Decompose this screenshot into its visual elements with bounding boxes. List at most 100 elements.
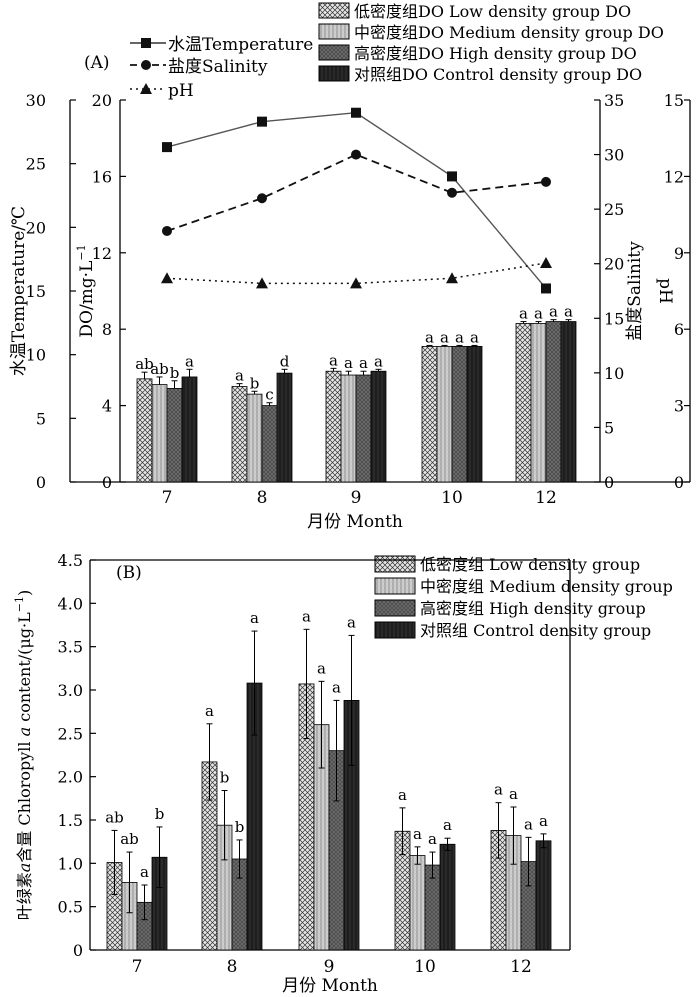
legend-medium-label: 中密度组DO Medium density group DO <box>354 23 664 42</box>
do-bar <box>276 372 293 483</box>
legend-b-swatch-control <box>374 621 416 639</box>
do-bar <box>151 384 168 483</box>
do-bar <box>436 345 453 483</box>
ph-point <box>161 272 173 284</box>
ph-tick-label: 12 <box>664 167 684 186</box>
do-significance-letter: a <box>440 328 449 346</box>
temperature-point <box>257 116 267 127</box>
do-significance-letter: a <box>235 367 244 385</box>
month-tick-label: 9 <box>324 957 335 977</box>
month-tick-label: 9 <box>351 488 362 508</box>
month-tick-label: 12 <box>510 957 532 977</box>
chlorophyll-tick-label: 0 <box>73 941 83 960</box>
chlorophyll-significance-letter: b <box>235 818 245 836</box>
do-tick-label: 8 <box>102 320 112 339</box>
do-tick-label: 12 <box>92 244 112 263</box>
month-tick-label: 7 <box>132 957 143 977</box>
do-significance-letter: ab <box>135 355 154 373</box>
legend-swatch-medium <box>318 23 350 40</box>
ph-point <box>256 277 268 289</box>
salinity-tick-label: 5 <box>604 418 614 437</box>
salinity-tick-label: 15 <box>604 309 624 328</box>
legend-b-low-label: 低密度组 Low density group <box>420 555 640 574</box>
chlorophyll-tick-label: 2.0 <box>58 768 83 787</box>
chlorophyll-significance-letter: a <box>250 609 259 627</box>
legend-temperature: 水温Temperature <box>130 35 313 55</box>
do-bar <box>231 386 248 483</box>
month-tick-label: 10 <box>414 957 436 977</box>
do-bar <box>355 374 372 483</box>
do-significance-letter: a <box>549 303 558 321</box>
temperature-line <box>166 112 547 289</box>
do-bar <box>466 345 483 483</box>
panel-b-label: (B) <box>116 563 142 583</box>
panel-b-y-title-rest: 含量 Chloropyll <box>15 736 34 862</box>
salinity-point <box>257 193 267 204</box>
panel-b-legend: 低密度组 Low density group 中密度组 Medium densi… <box>374 555 673 640</box>
chlorophyll-significance-letter: ab <box>120 830 139 848</box>
do-bar <box>136 378 153 483</box>
chlorophyll-tick-label: 4.5 <box>58 551 83 570</box>
panel-a-line-legend: 水温Temperature 盐度Salinity pH <box>130 35 313 101</box>
panel-a-ticks: 0 5 10 15 20 25 30 0 4 8 12 16 20 0 5 10 15 20 25 30 35 0 3 6 9 1… <box>26 91 690 508</box>
do-bar <box>370 370 387 483</box>
chlorophyll-significance-letter: ab <box>105 808 124 826</box>
salinity-tick-label: 20 <box>604 255 624 274</box>
do-bar <box>325 370 342 483</box>
temperature-point <box>447 171 457 182</box>
panel-a-salinity-title: 盐度Salinity <box>625 241 645 341</box>
do-significance-letter: a <box>455 328 464 346</box>
panel-b-y-title-close: ) <box>15 590 34 596</box>
temperature-tick-label: 0 <box>36 473 46 492</box>
chlorophyll-tick-label: 0.5 <box>58 898 83 917</box>
ph-tick-label: 6 <box>674 320 684 339</box>
legend-b-swatch-high <box>374 599 416 617</box>
do-bar <box>181 376 198 483</box>
do-tick-label: 20 <box>92 91 112 110</box>
ph-tick-label: 0 <box>674 473 684 492</box>
legend-ph: pH <box>130 81 194 101</box>
do-significance-letter: a <box>534 305 543 323</box>
chlorophyll-significance-letter: a <box>494 781 503 799</box>
legend-salinity-label: 盐度Salinity <box>168 57 268 77</box>
panel-a-temperature-title: 水温Temperature/℃ <box>9 206 29 376</box>
do-tick-label: 4 <box>102 397 112 416</box>
do-bar <box>451 345 468 483</box>
salinity-tick-label: 35 <box>604 91 624 110</box>
temperature-point <box>541 283 551 294</box>
panel-a-do-title-main: DO/mg·L <box>77 261 97 338</box>
do-bar <box>166 388 183 483</box>
month-tick-label: 10 <box>441 488 463 508</box>
do-significance-letter: a <box>425 328 434 346</box>
salinity-point <box>447 187 457 198</box>
panel-b-y-title: 叶绿素a含量 Chloropyll a content/(μg·L−1) <box>13 590 34 920</box>
chlorophyll-significance-letter: a <box>539 812 548 830</box>
chlorophyll-significance-letter: b <box>155 805 165 823</box>
panel-b-y-title-italic2: a <box>15 727 34 737</box>
chlorophyll-bar <box>439 843 456 951</box>
do-bar <box>421 345 438 483</box>
panel-a-bar-legend: 低密度组DO Low density group DO 中密度组DO Mediu… <box>318 2 664 84</box>
panel-b-y-title-suffix: content/(μg·L <box>15 612 34 727</box>
do-significance-letter: ab <box>150 360 169 378</box>
do-bar <box>545 321 562 483</box>
do-significance-letter: b <box>250 374 260 392</box>
do-bar <box>530 323 547 483</box>
salinity-point <box>162 225 172 236</box>
do-bar <box>261 405 278 483</box>
chlorophyll-significance-letter: a <box>509 785 518 803</box>
do-significance-letter: a <box>359 354 368 372</box>
panel-a-lines <box>161 107 552 294</box>
chlorophyll-significance-letter: a <box>302 607 311 625</box>
month-tick-label: 12 <box>535 488 557 508</box>
temperature-point <box>351 107 361 118</box>
salinity-point <box>541 176 551 187</box>
chlorophyll-bar <box>409 855 426 951</box>
do-significance-letter: a <box>470 328 479 346</box>
legend-swatch-high <box>318 44 350 61</box>
panel-b-chart: (B) 低密度组 Low density group 中密度组 Medium d… <box>13 551 673 996</box>
legend-b-high-label: 高密度组 High density group <box>420 599 646 618</box>
panel-a-ph-title: pH <box>655 278 675 304</box>
